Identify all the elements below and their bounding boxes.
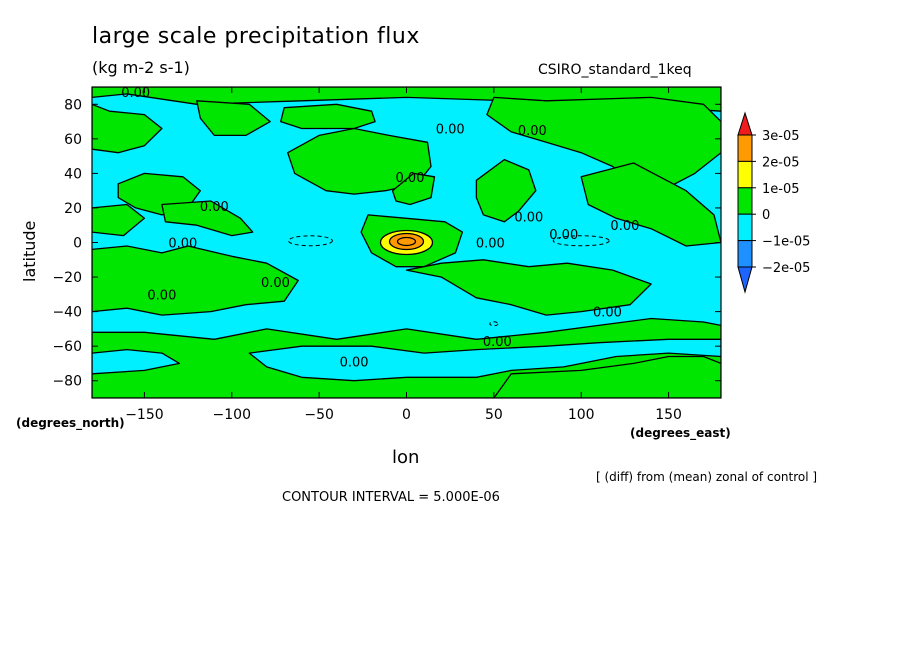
positive-region (493, 355, 721, 398)
y-axis-units: (degrees_north) (16, 416, 125, 430)
x-tick-label: −50 (304, 407, 334, 423)
positive-region (580, 162, 721, 247)
colorbar-label: 1e-05 (762, 182, 800, 197)
x-tick-label: −150 (125, 407, 163, 423)
colorbar-label: 0 (762, 208, 770, 223)
y-tick-label: −20 (52, 270, 82, 286)
positive-region (475, 158, 537, 223)
x-tick-label: 0 (402, 407, 411, 423)
contour-labels: 0.00 0.00 0.00 0.00 0.00 0.00 0.00 0.00 0.00 0.00… (121, 86, 639, 371)
peak-contour-3e-05 (396, 236, 417, 247)
colorbar-segment (737, 240, 753, 268)
y-tick-label: −80 (52, 374, 82, 390)
chart-title: large scale precipitation flux (92, 24, 420, 49)
x-tick-label: −100 (213, 407, 251, 423)
plot-area (92, 87, 721, 398)
y-tick-label: −60 (52, 339, 82, 355)
positive-regions (92, 87, 721, 398)
negative-contour (287, 235, 333, 247)
contour-label: 0.00 (610, 219, 639, 234)
colorbar-segment (737, 134, 753, 162)
positive-region (280, 103, 376, 130)
y-tick-label: 40 (64, 166, 82, 182)
colorbar-label: 2e-05 (762, 155, 800, 170)
negative-contours (287, 235, 610, 327)
contour-label: 0.00 (168, 237, 197, 252)
contour-label: 0.00 (476, 237, 505, 252)
contour-label: 0.00 (436, 122, 465, 137)
colorbar-segment (737, 187, 753, 215)
y-tick-label: −40 (52, 305, 82, 321)
y-tick-label: 60 (64, 132, 82, 148)
negative-region (248, 338, 721, 382)
difference-note: [ (diff) from (mean) zonal of control ] (596, 470, 818, 484)
contour-interval: CONTOUR INTERVAL = 5.000E-06 (282, 490, 500, 505)
x-tick-label: 150 (655, 407, 682, 423)
positive-region (391, 172, 436, 206)
positive-region (405, 259, 652, 316)
colorbar-top-arrow (737, 111, 753, 136)
colorbar-label: −1e-05 (762, 235, 810, 250)
dataset-label: CSIRO_standard_1keq (538, 62, 692, 78)
contour-label: 0.00 (396, 171, 425, 186)
x-tick-label: 50 (485, 407, 503, 423)
colorbar-segment (737, 213, 753, 242)
positive-region (92, 245, 299, 316)
colorbar: 3e-05 2e-05 1e-05 0 −1e-05 −2e-05 (737, 111, 810, 294)
x-axis: −150 −100 −50 0 50 100 150 (125, 87, 682, 423)
colorbar-label: −2e-05 (762, 261, 810, 276)
contour-label: 0.00 (518, 124, 547, 139)
contour-label: 0.00 (593, 306, 622, 321)
contour-label: 0.00 (147, 288, 176, 303)
positive-region (161, 200, 254, 237)
contour-label: 0.00 (261, 276, 290, 291)
y-tick-label: 80 (64, 97, 82, 113)
contour-label: 0.00 (340, 356, 369, 371)
negative-region (92, 348, 181, 375)
negative-contour (489, 321, 499, 327)
contour-label: 0.00 (200, 200, 229, 215)
y-tick-label: 20 (64, 201, 82, 217)
positive-region (196, 100, 271, 137)
positive-region (92, 103, 163, 154)
contour-label: 0.00 (483, 335, 512, 350)
y-axis: 80 60 40 20 0 −20 −40 −60 −80 (52, 97, 721, 390)
x-tick-label: 100 (568, 407, 595, 423)
y-tick-label: 0 (73, 236, 82, 252)
positive-region (92, 87, 721, 112)
x-axis-label: lon (392, 447, 420, 468)
contour-label: 0.00 (514, 211, 543, 226)
colorbar-bottom-arrow (737, 266, 753, 294)
positive-region (92, 203, 146, 237)
negative-contour (552, 235, 610, 247)
colorbar-label: 3e-05 (762, 129, 800, 144)
colorbar-segment (737, 160, 753, 189)
tropical-peak (379, 229, 434, 256)
contour-label: 0.00 (121, 86, 150, 101)
x-axis-units: (degrees_east) (630, 426, 731, 440)
contour-label: 0.00 (549, 228, 578, 243)
chart-subtitle-units: (kg m-2 s-1) (92, 58, 190, 77)
